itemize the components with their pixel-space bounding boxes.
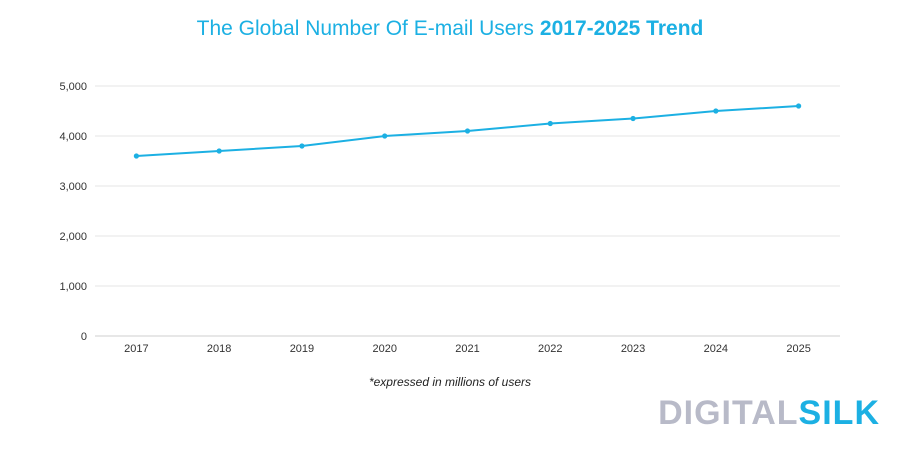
x-tick-label: 2021 xyxy=(455,343,479,355)
brand-logo: DIGITALSILK xyxy=(658,393,880,433)
chart-title: The Global Number Of E-mail Users 2017-20… xyxy=(0,17,900,41)
x-tick-label: 2017 xyxy=(124,343,148,355)
x-tick-label: 2020 xyxy=(372,343,396,355)
data-point xyxy=(382,133,388,139)
data-point xyxy=(464,128,471,134)
logo-text-silk: SILK xyxy=(798,394,880,432)
y-tick-label: 1,000 xyxy=(59,281,87,293)
series-group xyxy=(133,103,802,159)
data-point xyxy=(713,108,719,114)
y-axis-ticks: 0 1,000 2,000 3,000 4,000 5,000 xyxy=(59,81,87,343)
x-tick-label: 2025 xyxy=(786,343,810,355)
data-point xyxy=(133,153,139,159)
x-tick-label: 2024 xyxy=(704,343,728,355)
chart-title-main: The Global Number Of E-mail Users xyxy=(196,17,534,40)
y-tick-label: 5,000 xyxy=(59,81,87,93)
x-axis-ticks: 2017 2018 2019 2020 2021 2022 2023 2024 2025 xyxy=(124,343,811,355)
y-tick-label: 4,000 xyxy=(59,131,87,143)
y-tick-label: 3,000 xyxy=(59,181,87,193)
x-tick-label: 2018 xyxy=(207,343,231,355)
data-point xyxy=(216,148,222,154)
data-point xyxy=(630,115,636,122)
data-point xyxy=(547,120,553,127)
x-tick-label: 2023 xyxy=(621,343,645,355)
data-point xyxy=(299,143,305,149)
chart-title-highlight: 2017-2025 Trend xyxy=(539,17,704,40)
logo-text-digital: DIGITAL xyxy=(658,394,799,432)
x-tick-label: 2019 xyxy=(290,343,314,355)
y-tick-label: 0 xyxy=(81,331,87,343)
data-point xyxy=(796,103,802,109)
y-tick-label: 2,000 xyxy=(59,231,87,243)
gridlines xyxy=(95,85,840,337)
units-note: *expressed in millions of users xyxy=(368,375,532,389)
x-tick-label: 2022 xyxy=(538,343,562,355)
